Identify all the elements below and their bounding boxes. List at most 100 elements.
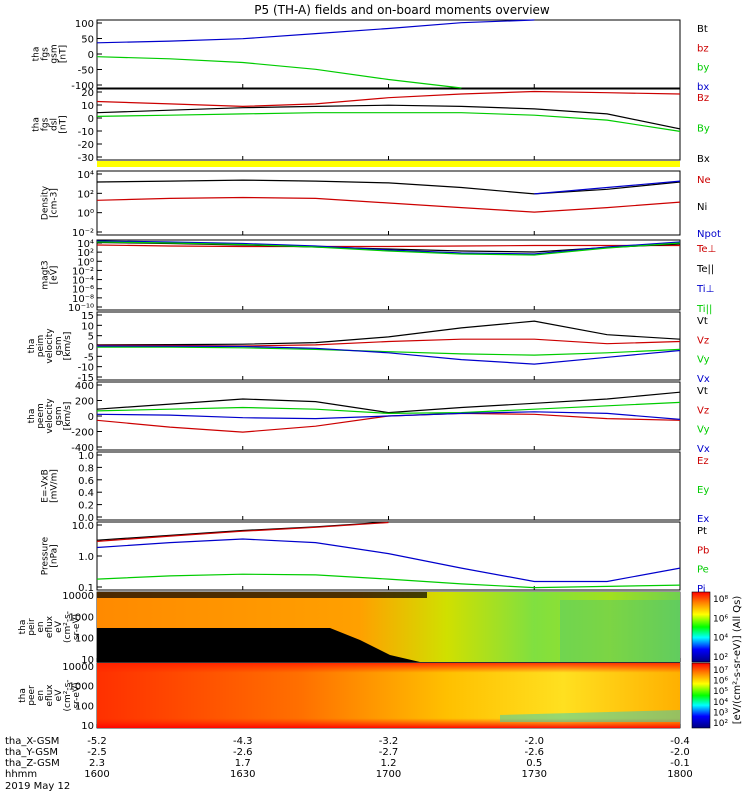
legend-Vx: Vx — [697, 444, 710, 455]
time-axis-value: -2.5 — [87, 747, 107, 758]
y-axis-label: (cm²-s- — [63, 679, 73, 711]
time-axis-value: 1700 — [376, 769, 401, 780]
series-line-Bx — [96, 104, 681, 130]
y-tick-label: 10.0 — [72, 521, 94, 532]
peer-spectrogram — [97, 663, 680, 728]
series-line-By — [96, 112, 681, 132]
series-line-by — [96, 56, 462, 89]
y-axis-label: peir — [27, 618, 37, 636]
legend-Pb: Pb — [697, 545, 709, 556]
y-tick-label: 1.0 — [78, 451, 94, 462]
series-line-Vy — [96, 401, 681, 415]
y-axis-label: tha — [18, 688, 28, 703]
y-axis-label: Pressure — [41, 536, 51, 575]
colorbar-tick-label: 10⁸ — [713, 595, 728, 605]
legend-By: By — [697, 124, 710, 135]
legend-Ex: Ex — [697, 514, 709, 525]
y-axis-label: tha — [32, 117, 42, 132]
series-line-Vx — [96, 345, 681, 365]
y-axis-label: dsl — [50, 118, 60, 131]
y-axis-label: [km/s] — [63, 402, 73, 431]
time-axis-row-label: hhmm — [5, 769, 37, 780]
y-tick-label: 200 — [75, 397, 94, 408]
time-axis-value: -0.1 — [670, 758, 690, 769]
y-tick-label: 0 — [88, 342, 94, 353]
panel-frame — [96, 88, 681, 161]
y-axis-label: peem — [36, 403, 46, 429]
y-tick-label: 0 — [88, 114, 94, 125]
colorbar-label: [eV/(cm²-s-sr-eV)] (All Qs) — [732, 596, 743, 725]
colorbar-tick-label: 10² — [713, 653, 728, 663]
y-tick-label: -50 — [78, 66, 94, 77]
time-axis-row-label: tha_Y-GSM — [5, 747, 58, 758]
series-line-Vx — [96, 411, 681, 420]
time-axis-value: 1600 — [84, 769, 109, 780]
y-tick-label: 1000 — [69, 682, 94, 693]
y-tick-label: 10⁻² — [72, 228, 94, 239]
time-axis-value: -0.4 — [670, 736, 690, 747]
time-axis-value: -4.3 — [233, 736, 253, 747]
y-tick-label: 15 — [81, 311, 94, 322]
y-tick-label: 0.4 — [78, 488, 94, 499]
y-tick-label: 10⁴ — [77, 239, 94, 250]
y-tick-label: 10⁰ — [77, 257, 94, 268]
peir-colorbar — [691, 591, 711, 663]
y-tick-label: 10 — [81, 655, 94, 666]
y-axis-label: tha — [27, 339, 37, 354]
y-axis-label: [cm-3] — [50, 188, 60, 218]
y-axis-label: [mV/m] — [50, 469, 60, 503]
time-axis-value: 2.3 — [89, 758, 105, 769]
y-tick-label: 100 — [75, 19, 94, 30]
legend-Vz: Vz — [697, 405, 709, 416]
time-axis-value: -2.6 — [233, 747, 253, 758]
y-axis-label: eV — [54, 620, 64, 633]
panel-density: 10⁴ 10² 10⁰ 10⁻² Density [cm-3] Ne Ni Npot — [41, 170, 721, 240]
y-tick-label: 10² — [77, 248, 94, 259]
legend-Pi: Pi — [697, 584, 706, 595]
colorbar-tick-label: 10⁴ — [713, 698, 728, 708]
colorbar-tick-label: 10² — [713, 719, 728, 729]
series-line-Ti|| — [96, 241, 681, 256]
series-line-Vz — [96, 338, 681, 347]
y-axis-label: en — [36, 690, 46, 701]
legend-Pt: Pt — [697, 526, 707, 537]
y-axis-label: gsm — [54, 336, 64, 355]
y-tick-label: 0.2 — [78, 501, 94, 512]
y-axis-label: tha — [18, 620, 28, 635]
y-axis-label: eflux — [45, 684, 55, 707]
peir-spectrogram — [97, 592, 680, 662]
series-line-Te⊥ — [96, 244, 680, 248]
y-tick-label: 10⁻² — [72, 266, 94, 277]
series-line-Pb — [96, 521, 389, 542]
series-line-Npot — [534, 180, 681, 195]
y-tick-label: 5 — [88, 332, 94, 343]
y-tick-label: -100 — [71, 81, 94, 92]
yellow-status-bar — [97, 161, 680, 167]
chart-title: P5 (TH-A) fields and on-board moments ov… — [254, 3, 550, 17]
y-axis-label: tha — [27, 409, 37, 424]
time-axis-value: 1.2 — [381, 758, 397, 769]
y-axis-label: fgs — [41, 47, 51, 61]
y-axis-label: tha — [32, 47, 42, 62]
y-tick-label: 0.0 — [78, 513, 94, 524]
y-axis-label: [nT] — [59, 45, 69, 63]
legend-Ti||: Ti|| — [696, 304, 712, 315]
panel-frame — [96, 451, 681, 521]
legend-Ni: Ni — [697, 202, 707, 213]
legend-Ez: Ez — [697, 456, 709, 467]
colorbar-tick-label: 10³ — [713, 708, 728, 718]
y-tick-label: 10 — [81, 101, 94, 112]
legend-Npot: Npot — [697, 229, 721, 240]
y-axis-label: E=-VxB — [41, 469, 51, 503]
panel-peem: 400 200 0 -200 -400 tha peem velocity gsm [km/s] V… — [27, 381, 710, 455]
date-label: 2019 May 12 — [5, 781, 70, 792]
series-line-bx — [96, 19, 535, 44]
time-axis-row-label: tha_Z-GSM — [5, 758, 60, 769]
colorbar-tick-label: 10⁷ — [713, 666, 728, 676]
time-axis-value: 1800 — [667, 769, 692, 780]
y-tick-label: 100 — [75, 701, 94, 712]
legend-Vt: Vt — [697, 386, 708, 397]
y-tick-label: 10⁻⁶ — [72, 285, 94, 296]
time-axis-value: 1730 — [522, 769, 547, 780]
y-tick-label: 10000 — [62, 662, 94, 673]
